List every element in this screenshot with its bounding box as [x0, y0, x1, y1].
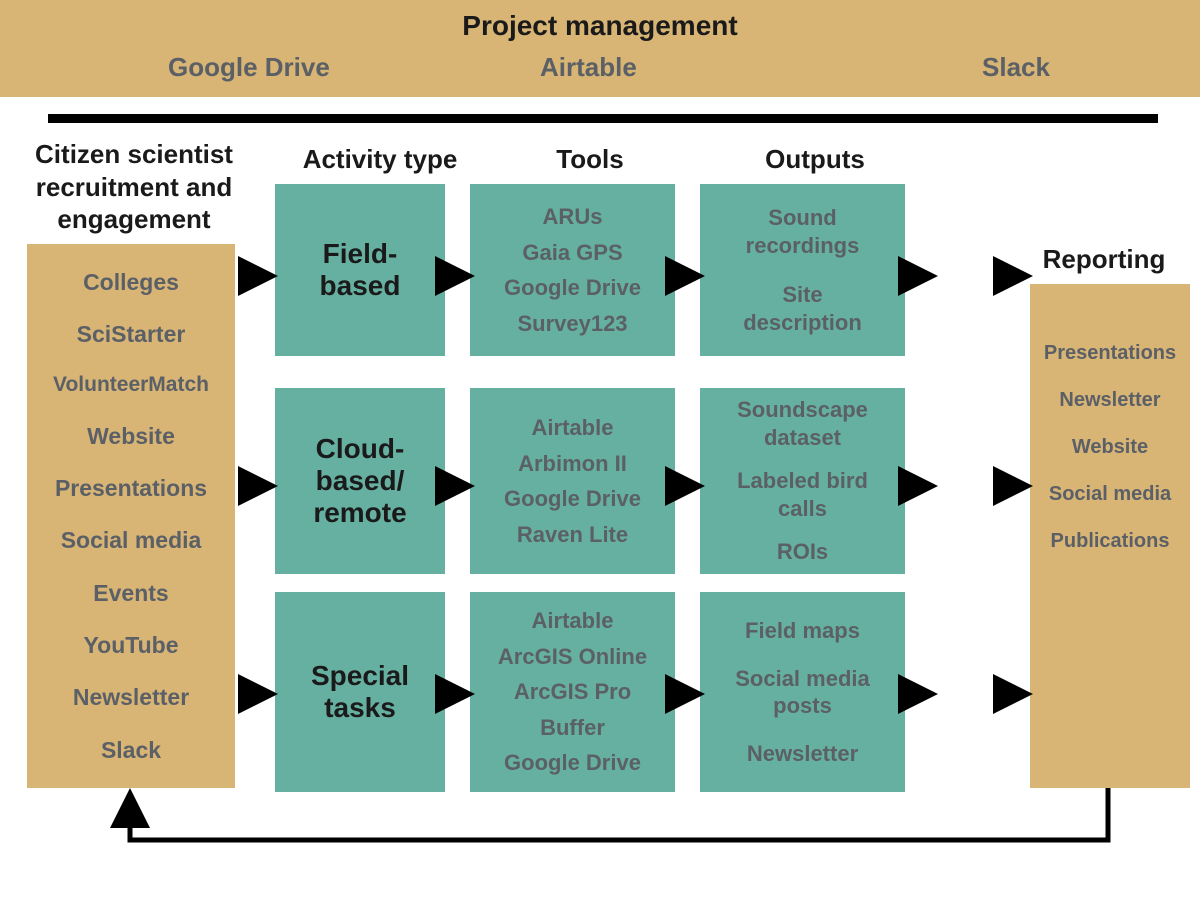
flow-arrows	[0, 0, 1200, 900]
